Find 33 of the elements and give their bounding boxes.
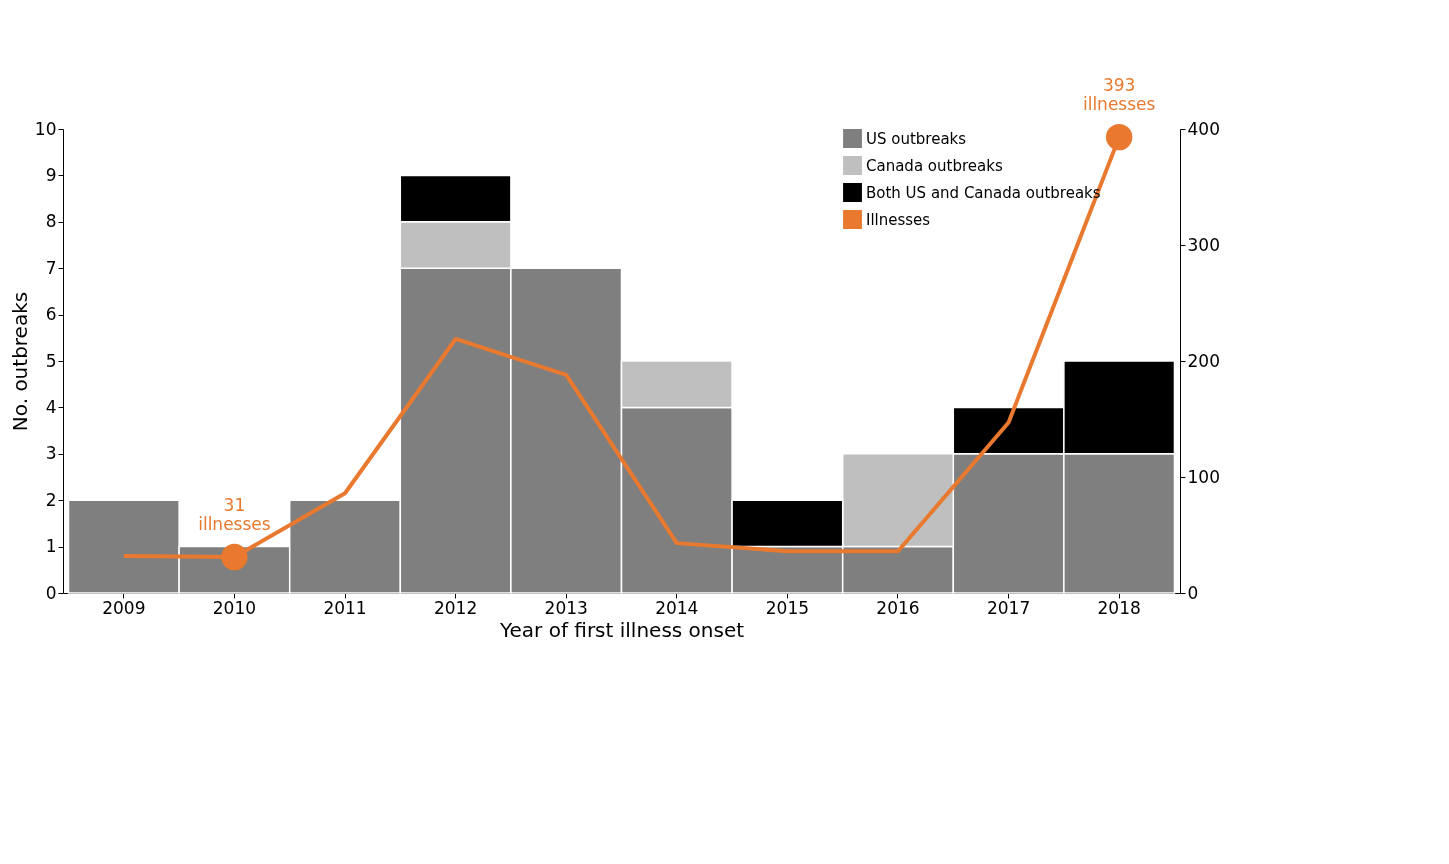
x-tick-label: 2015 xyxy=(765,597,810,618)
y2-tick-label: 300 xyxy=(1187,234,1220,255)
x-tick-label: 2013 xyxy=(544,597,588,618)
x-tick-label: 2010 xyxy=(212,597,257,618)
y-tick-label: 2 xyxy=(45,489,57,510)
legend-label: US outbreaks xyxy=(866,129,967,148)
y-tick-label: 10 xyxy=(34,118,57,139)
y-tick-label: 6 xyxy=(45,304,57,325)
y-tick-label: 4 xyxy=(45,396,57,417)
y2-tick-label: 200 xyxy=(1187,350,1220,371)
x-tick-label: 2009 xyxy=(102,597,146,618)
y-tick-label: 9 xyxy=(45,164,57,185)
x-tick-label: 2012 xyxy=(433,597,478,618)
annotation: 31 illnesses xyxy=(198,495,271,535)
y-tick-label: 8 xyxy=(45,211,57,232)
x-tick-label: 2018 xyxy=(1097,597,1141,618)
y-tick-label: 3 xyxy=(45,443,57,464)
y-tick-label: 7 xyxy=(45,257,57,278)
text: 393 illnesses xyxy=(1082,75,1156,115)
legend-label: Illnesses xyxy=(866,210,931,229)
x-tick-label: 2014 xyxy=(655,597,699,618)
y2-tick-label: 100 xyxy=(1187,466,1220,487)
x-tick-label: 2016 xyxy=(876,597,920,618)
x-tick-label: 2017 xyxy=(986,597,1031,618)
x-tick-label: 2011 xyxy=(323,597,367,618)
y2-tick-label: 400 xyxy=(1187,118,1220,139)
y-tick-label: 5 xyxy=(45,350,57,371)
y-tick-label: 0 xyxy=(45,582,57,603)
y-axis-title: No. outbreaks xyxy=(7,291,32,432)
y2-tick-label: 0 xyxy=(1187,582,1199,603)
y-tick-label: 1 xyxy=(45,536,57,557)
legend-label: Canada outbreaks xyxy=(866,156,1003,175)
x-axis-title: Year of first illness onset xyxy=(498,617,745,642)
